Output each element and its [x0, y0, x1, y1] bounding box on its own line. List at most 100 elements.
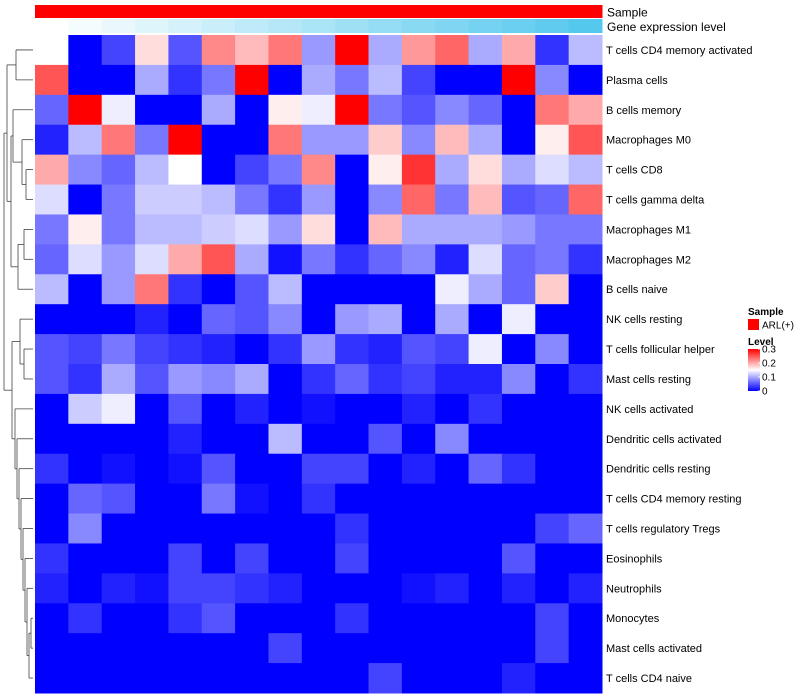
heatmap-cell	[435, 94, 470, 126]
heatmap-cell	[468, 274, 503, 305]
heatmap-cell	[101, 64, 136, 96]
legend-sample-swatch	[748, 319, 759, 330]
heatmap-cell	[235, 274, 269, 305]
heatmap-cell	[135, 244, 169, 275]
heatmap-cell	[301, 663, 336, 694]
heatmap-cell	[335, 663, 370, 694]
heatmap-cell	[168, 334, 203, 365]
heatmap-cell	[68, 423, 103, 455]
heatmap-cell	[401, 603, 436, 634]
heatmap-cell	[568, 35, 603, 66]
heatmap-cell	[68, 244, 103, 275]
heatmap-cell	[235, 364, 269, 395]
heatmap-cell	[501, 483, 536, 515]
heatmap-cell	[135, 573, 169, 604]
heatmap-cell	[501, 393, 536, 425]
row-label: NK cells resting	[606, 314, 682, 326]
heatmap-cell	[535, 184, 570, 215]
legend-level-ticks: 0.3 0.2 0.1 0	[758, 345, 776, 398]
heatmap-cell	[168, 124, 203, 156]
heatmap-cell	[135, 603, 169, 634]
heatmap-cell	[301, 304, 336, 335]
heatmap-cell	[335, 603, 370, 634]
heatmap-cell	[268, 274, 303, 305]
heatmap-cell	[35, 154, 69, 186]
heatmap-cell	[335, 184, 370, 215]
heatmap-cell	[268, 35, 303, 66]
heatmap-cell	[401, 94, 436, 126]
annotation-label-sample: Sample	[607, 6, 648, 20]
heatmap-cell	[201, 304, 236, 335]
heatmap-cell	[568, 513, 603, 544]
heatmap-cell	[201, 453, 236, 485]
heatmap-cell	[101, 603, 136, 634]
heatmap-cell	[168, 364, 203, 395]
heatmap-cell	[401, 184, 436, 215]
heatmap-cell	[568, 483, 603, 515]
heatmap-cell	[501, 64, 536, 96]
sample-annotation-cell	[501, 5, 536, 18]
heatmap-cell	[535, 94, 570, 126]
heatmap-cell	[301, 184, 336, 215]
sample-annotation-cell	[235, 5, 269, 18]
heatmap-cell	[268, 304, 303, 335]
heatmap-cell	[535, 603, 570, 634]
heatmap-cell	[468, 124, 503, 156]
heatmap-cell	[301, 543, 336, 574]
heatmap-cell	[568, 393, 603, 425]
heatmap-cell	[535, 244, 570, 275]
heatmap-cell	[135, 334, 169, 365]
heatmap-cell	[135, 124, 169, 156]
heatmap-cell	[35, 304, 69, 335]
heatmap-cell	[268, 393, 303, 425]
heatmap-cell	[501, 663, 536, 694]
heatmap-cell	[335, 453, 370, 485]
legend-level-tick-label: 0.3	[762, 345, 776, 356]
heatmap-cell	[535, 453, 570, 485]
sample-annotation-cell	[568, 5, 603, 18]
heatmap-cell	[201, 184, 236, 215]
heatmap-cell	[368, 573, 403, 604]
heatmap-cell	[101, 633, 136, 664]
heatmap-cell	[568, 663, 603, 694]
sample-annotation-cell	[168, 5, 203, 18]
heatmap-cell	[368, 603, 403, 634]
heatmap-cell	[568, 124, 603, 156]
heatmap-cell	[168, 35, 203, 66]
row-label: Macrophages M0	[606, 135, 691, 147]
heatmap-cell	[101, 94, 136, 126]
heatmap-cell	[35, 274, 69, 305]
heatmap-cell	[401, 35, 436, 66]
heatmap-cell	[368, 453, 403, 485]
heatmap-cell	[335, 393, 370, 425]
expression-annotation-cell	[201, 19, 236, 33]
heatmap-cell	[268, 513, 303, 544]
legend-level-tick-label: 0.2	[762, 359, 776, 370]
heatmap-cell	[368, 184, 403, 215]
expression-annotation-cell	[535, 19, 570, 33]
heatmap-cell	[501, 35, 536, 66]
heatmap-cell	[335, 573, 370, 604]
heatmap-cell	[301, 94, 336, 126]
heatmap-cell	[535, 214, 570, 245]
heatmap-cell	[335, 214, 370, 245]
heatmap-cell	[468, 393, 503, 425]
heatmap-cell	[435, 304, 470, 335]
heatmap-cell	[435, 423, 470, 455]
heatmap-cell	[201, 94, 236, 126]
heatmap-cell	[135, 513, 169, 544]
heatmap-cell	[468, 334, 503, 365]
heatmap-cell	[135, 393, 169, 425]
heatmap-cell	[335, 274, 370, 305]
heatmap-cell	[35, 94, 69, 126]
heatmap-cell	[468, 184, 503, 215]
row-label: Dendritic cells activated	[606, 434, 722, 446]
heatmap-cell	[68, 453, 103, 485]
row-label: Macrophages M2	[606, 254, 691, 266]
heatmap-cell	[401, 64, 436, 96]
heatmap-cell	[168, 483, 203, 515]
heatmap-cell	[468, 453, 503, 485]
expression-annotation-cell	[268, 19, 303, 33]
heatmap-cell	[435, 663, 470, 694]
